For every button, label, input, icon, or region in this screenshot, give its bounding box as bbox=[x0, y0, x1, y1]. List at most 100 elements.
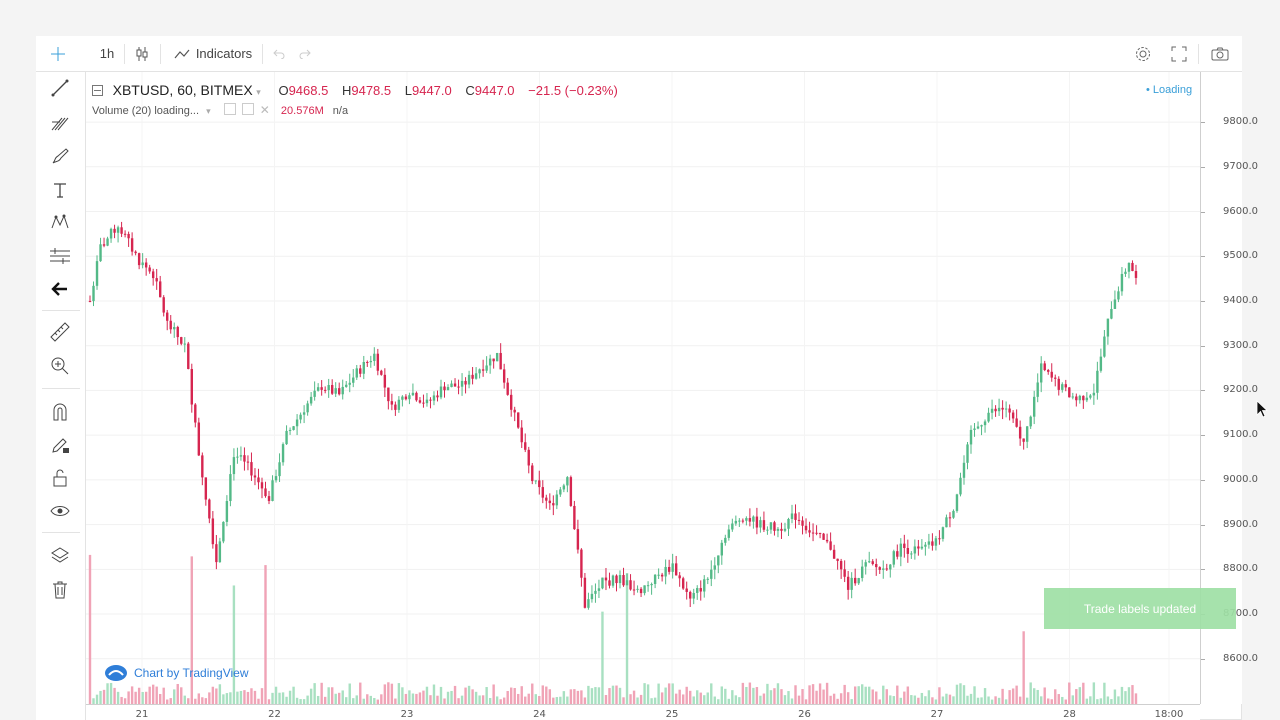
candle-body bbox=[608, 580, 611, 586]
candle-body bbox=[850, 577, 853, 590]
candle-body bbox=[724, 537, 727, 543]
volume-bar bbox=[137, 687, 141, 704]
pattern-tool[interactable] bbox=[48, 210, 72, 234]
fullscreen-button[interactable] bbox=[1166, 36, 1192, 71]
candle-body bbox=[236, 456, 239, 458]
volume-label[interactable]: Volume (20) loading... bbox=[92, 105, 200, 117]
volume-bar bbox=[316, 695, 320, 704]
candle-body bbox=[1127, 262, 1131, 272]
price-tick-label: 9200.0 bbox=[1223, 384, 1258, 396]
volume-bar bbox=[313, 683, 316, 704]
volume-bar bbox=[629, 694, 632, 704]
volume-bar bbox=[755, 687, 759, 704]
candle-body bbox=[366, 362, 369, 364]
volume-bar bbox=[692, 696, 695, 704]
candle-body bbox=[239, 455, 243, 457]
prediction-tool[interactable] bbox=[48, 244, 72, 268]
volume-bar bbox=[1022, 631, 1025, 704]
object-tree-tool[interactable] bbox=[48, 544, 72, 568]
volume-bar bbox=[225, 693, 229, 704]
remove-drawings-tool[interactable] bbox=[48, 578, 72, 602]
settings-icon[interactable] bbox=[241, 103, 254, 115]
symbol-label[interactable]: XBTUSD, 60, BITMEX bbox=[112, 82, 253, 98]
volume-bar bbox=[853, 686, 857, 704]
candle-body bbox=[952, 510, 955, 518]
volume-bar bbox=[222, 694, 225, 704]
candle-body bbox=[387, 387, 390, 402]
snapshot-button[interactable] bbox=[1206, 36, 1234, 71]
volume-bar bbox=[931, 697, 934, 704]
magnet-tool[interactable] bbox=[48, 400, 72, 424]
close-icon[interactable]: ✕ bbox=[259, 103, 270, 117]
candle-body bbox=[643, 585, 646, 594]
text-tool[interactable] bbox=[48, 178, 72, 202]
candle-body bbox=[759, 520, 762, 528]
hide-toolbar-button[interactable] bbox=[48, 277, 72, 301]
chevron-down-icon[interactable]: ▾ bbox=[256, 87, 261, 97]
volume-bar bbox=[520, 686, 523, 704]
notification-toast[interactable]: Trade labels updated bbox=[1044, 588, 1236, 629]
price-tick-label: 9800.0 bbox=[1223, 116, 1258, 128]
candle-body bbox=[671, 563, 674, 572]
candle-body bbox=[710, 569, 713, 579]
volume-bar bbox=[889, 695, 892, 704]
trend-line-tool[interactable] bbox=[48, 76, 72, 100]
price-chart[interactable] bbox=[86, 72, 1200, 704]
volume-bar bbox=[415, 693, 418, 704]
measure-tool[interactable] bbox=[48, 320, 72, 344]
volume-bar bbox=[299, 699, 302, 704]
redo-button[interactable] bbox=[294, 36, 316, 71]
volume-bar bbox=[513, 688, 516, 704]
interval-button[interactable]: 1h bbox=[99, 46, 115, 61]
candle-body bbox=[994, 408, 997, 412]
candle-body bbox=[151, 271, 155, 279]
chart-pane[interactable] bbox=[86, 72, 1200, 704]
collapse-icon[interactable] bbox=[92, 85, 103, 96]
candle-body bbox=[559, 489, 562, 495]
volume-bar bbox=[636, 697, 639, 704]
tradingview-watermark[interactable]: Chart by TradingView bbox=[104, 664, 249, 682]
volume-bar bbox=[531, 683, 534, 704]
eye-icon bbox=[50, 506, 70, 516]
volume-bar bbox=[576, 690, 580, 704]
indicators-button[interactable]: Indicators bbox=[168, 36, 258, 71]
separator bbox=[1198, 44, 1199, 64]
volume-bar bbox=[615, 685, 618, 704]
candle-body bbox=[250, 462, 253, 476]
volume-bar bbox=[281, 692, 285, 704]
volume-format-icon[interactable] bbox=[223, 103, 236, 115]
candle-body bbox=[467, 374, 471, 385]
candle-body bbox=[573, 505, 576, 530]
volume-bar bbox=[1117, 696, 1120, 704]
time-axis[interactable]: 21 22 23 24 25 26 27 28 18:00 bbox=[86, 704, 1200, 720]
volume-bar bbox=[1120, 686, 1124, 704]
volume-bar bbox=[327, 687, 330, 704]
crosshair-button[interactable] bbox=[44, 36, 72, 71]
hide-drawings-tool[interactable] bbox=[48, 499, 72, 523]
candle-body bbox=[144, 262, 148, 268]
candle-body bbox=[576, 529, 580, 550]
volume-bar bbox=[1064, 699, 1067, 704]
volume-bar bbox=[643, 683, 646, 704]
volume-bar bbox=[952, 696, 955, 704]
prediction-icon bbox=[50, 248, 70, 264]
volume-bar bbox=[1047, 698, 1050, 704]
volume-bar bbox=[485, 687, 488, 704]
candle-body bbox=[1015, 418, 1018, 427]
chart-type-button[interactable] bbox=[128, 36, 156, 71]
pencil-lock-icon bbox=[52, 438, 69, 453]
candle-body bbox=[218, 541, 222, 563]
stay-in-drawing-mode-tool[interactable] bbox=[48, 433, 72, 457]
volume-bar bbox=[1078, 687, 1082, 704]
pitchfork-tool[interactable] bbox=[48, 110, 72, 134]
brush-tool[interactable] bbox=[48, 144, 72, 168]
candle-body bbox=[882, 568, 885, 570]
chevron-down-icon[interactable]: ▾ bbox=[206, 106, 211, 116]
lock-drawings-tool[interactable] bbox=[48, 466, 72, 490]
undo-button[interactable] bbox=[268, 36, 290, 71]
zoom-tool[interactable] bbox=[48, 354, 72, 378]
candle-body bbox=[1057, 378, 1060, 390]
volume-bar bbox=[278, 692, 281, 704]
settings-button[interactable] bbox=[1130, 36, 1156, 71]
volume-bar bbox=[383, 684, 387, 704]
